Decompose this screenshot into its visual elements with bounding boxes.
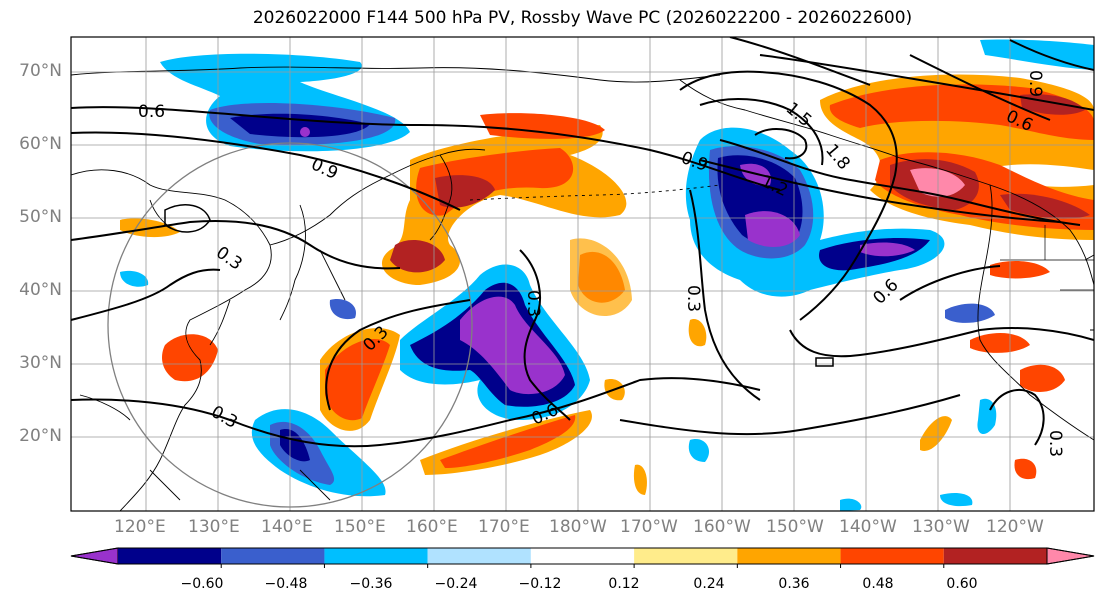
colorbar-tick-label: −0.48 [264,576,308,592]
colorbar-tick-label: 0.24 [693,576,725,592]
colorbar [70,547,1095,568]
contour-label: 0.6 [138,102,165,122]
lat-label: 50°N [19,207,62,227]
contour-label: 0.3 [683,285,703,312]
lon-label: 140°E [261,517,313,537]
colorbar-tick-label: 0.36 [778,576,810,592]
lat-label: 70°N [19,61,62,81]
lon-label: 130°E [188,517,240,537]
pc-contours [71,37,1094,448]
contour-label: 0.3 [1045,430,1065,457]
colorbar-extend-max [1046,547,1095,565]
colorbar-swatch [530,548,635,564]
lon-label: 130°W [912,517,970,537]
colorbar-tick-label: −0.60 [180,576,224,592]
colorbar-tick-label: 0.12 [608,576,640,592]
lat-label: 60°N [19,134,62,154]
lon-label: 120°E [114,517,166,537]
lat-label: 20°N [19,426,62,446]
colorbar-swatch [221,548,325,564]
lon-label: 170°W [620,517,678,537]
lon-label: 160°E [406,517,458,537]
lon-label: 180°W [549,517,607,537]
colorbar-swatch [840,548,944,564]
contour-label: 0.3 [523,290,543,317]
colorbar-swatch [943,548,1047,564]
graticule [71,37,1094,511]
colorbar-tick-label: 0.60 [946,576,978,592]
colorbar-outline [70,547,1095,565]
lon-label: 160°W [693,517,751,537]
colorbar-tick-label: −0.24 [434,576,478,592]
lon-label: 150°E [334,517,386,537]
map-title: 2026022000 F144 500 hPa PV, Rossby Wave … [252,8,913,28]
lon-label: 120°W [986,517,1044,537]
colorbar-tick-label: −0.36 [349,576,393,592]
map-frame [70,36,1095,512]
colorbar-tick-label: 0.48 [862,576,894,592]
colorbar-swatch [118,548,222,564]
radius-circle [107,142,473,508]
lon-label: 170°E [478,517,530,537]
lat-label: 30°N [19,353,62,373]
colorbar-tick-label: −0.12 [518,576,562,592]
contour-label: 0.9 [1025,70,1045,97]
lat-label: 40°N [19,280,62,300]
colorbar-swatch [737,548,841,564]
colorbar-swatch [634,548,738,564]
lon-label: 150°W [766,517,824,537]
coastlines [71,66,1094,511]
colorbar-swatch [324,548,428,564]
colorbar-swatch [427,548,531,564]
colorbar-extend-min [70,547,119,565]
lon-label: 140°W [839,517,897,537]
